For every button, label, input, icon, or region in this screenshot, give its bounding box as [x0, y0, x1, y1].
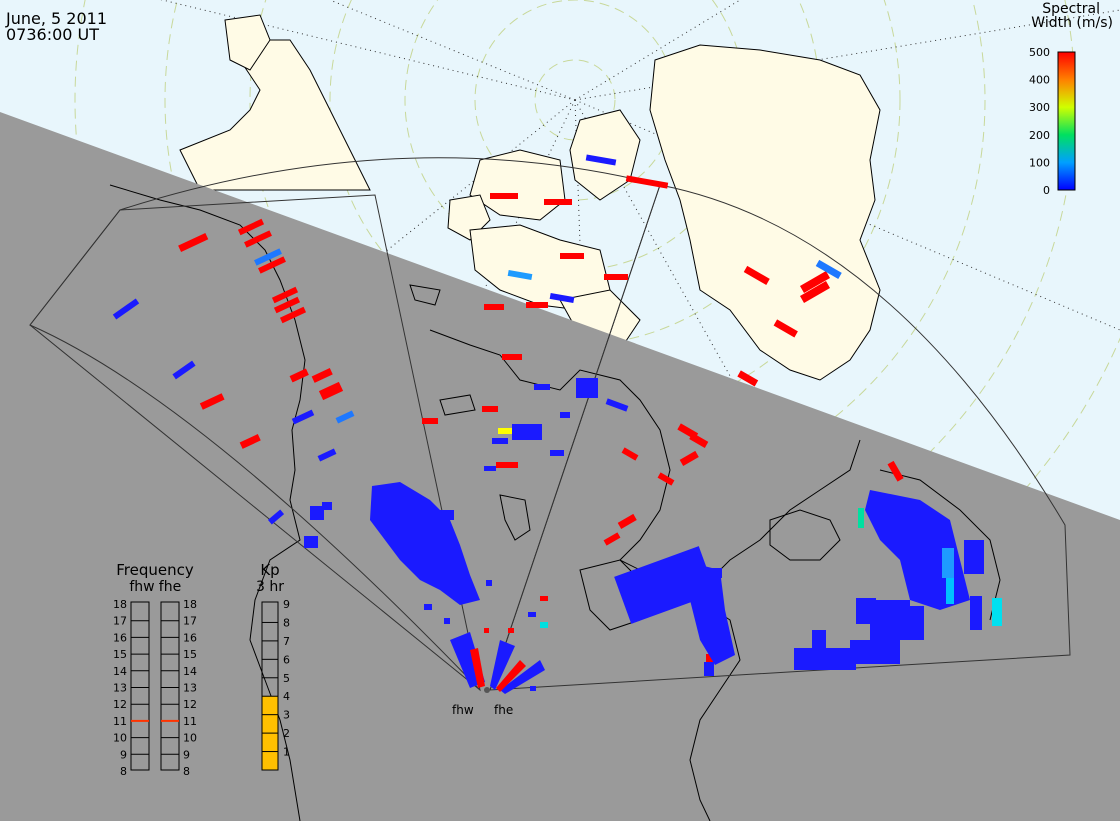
frequency-tick-label-right: 18: [183, 598, 197, 611]
frequency-tick-label-left: 10: [113, 732, 127, 745]
frequency-tick-label-right: 10: [183, 732, 197, 745]
frequency-tick-label-right: 17: [183, 615, 197, 628]
scatter-other: [254, 248, 1002, 628]
frequency-panel: Frequency fhw fhe 18 18 17 17 16 16 15 15 14 14 13…: [113, 561, 197, 778]
colorbar-tick-label: 200: [1029, 129, 1050, 142]
frequency-tick-label-left: 8: [120, 765, 127, 778]
frequency-marker-fhe: [161, 719, 179, 722]
scatter-blue: [112, 154, 984, 691]
frequency-tick-label-right: 13: [183, 682, 197, 695]
frequency-tick-label-right: 16: [183, 631, 197, 644]
kp-tick-label: 8: [283, 616, 290, 629]
radar-fov-outlines: [29, 157, 1071, 692]
frequency-tick-label-left: 12: [113, 698, 127, 711]
frequency-tick-label-right: 14: [183, 665, 197, 678]
radar-label-east: fhe: [494, 703, 513, 717]
frequency-tick-label-left: 13: [113, 682, 127, 695]
colorbar-title-2: Width (m/s): [1031, 15, 1113, 31]
colorbar-tick-label: 500: [1029, 46, 1050, 59]
frequency-tick-label-right: 8: [183, 765, 190, 778]
frequency-tick-label-left: 16: [113, 631, 127, 644]
kp-ticks: 9 8 7 6 5 4 3 2 1: [262, 598, 290, 759]
frequency-tick-label-left: 9: [120, 748, 127, 761]
kp-tick-label: 1: [283, 746, 290, 759]
frequency-sub-fhe: fhe: [159, 579, 181, 595]
radar-label-west: fhw: [452, 703, 474, 717]
date-label: June, 5 2011: [5, 9, 107, 28]
frequency-tick-label-left: 15: [113, 648, 127, 661]
kp-tick-label: 2: [283, 727, 290, 740]
kp-tick-label: 3: [283, 709, 290, 722]
frequency-box-fhw: [130, 601, 150, 771]
frequency-tick-label-left: 11: [113, 715, 127, 728]
frequency-tick-label-right: 12: [183, 698, 197, 711]
colorbar-tick-label: 0: [1043, 184, 1050, 197]
frequency-tick-label-left: 14: [113, 665, 127, 678]
kp-tick-label: 4: [283, 690, 290, 703]
frequency-tick-label-right: 15: [183, 648, 197, 661]
frequency-tick-label-right: 11: [183, 715, 197, 728]
frequency-sub-fhw: fhw: [129, 579, 154, 595]
time-label: 0736:00 UT: [6, 25, 99, 44]
frequency-tick-label-right: 9: [183, 748, 190, 761]
kp-box: [261, 601, 279, 771]
kp-panel: Kp 3 hr 9 8 7 6 5 4 3 2 1: [256, 561, 290, 771]
radar-site-marker: [484, 687, 490, 693]
colorbar-tick-label: 100: [1029, 156, 1050, 169]
frequency-tick-label-left: 18: [113, 598, 127, 611]
frequency-box-fhe: [160, 601, 180, 771]
radar-site-fan: [450, 632, 545, 694]
kp-sub: 3 hr: [256, 579, 284, 595]
kp-tick-label: 5: [283, 672, 290, 685]
colorbar-gradient: [1057, 51, 1076, 191]
frequency-ticks: 18 18 17 17 16 16 15 15 14 14 13 13 12 12 11 11 10 10 9 9 8 8: [113, 598, 197, 778]
kp-tick-label: 7: [283, 635, 290, 648]
frequency-title: Frequency: [116, 561, 194, 579]
scatter-red: [178, 175, 904, 668]
kp-tick-label: 6: [283, 653, 290, 666]
night-region: [0, 112, 1120, 821]
frequency-tick-label-left: 17: [113, 615, 127, 628]
spectral-width-colorbar: Spectral Width (m/s) 500 400 300 200 100 0: [1029, 1, 1113, 197]
colorbar-tick-label: 400: [1029, 74, 1050, 87]
kp-tick-label: 9: [283, 598, 290, 611]
colorbar-title-1: Spectral: [1042, 1, 1100, 17]
frequency-marker-fhw: [131, 719, 149, 722]
kp-title: Kp: [260, 561, 279, 579]
colorbar-ticks: 500 400 300 200 100 0: [1029, 46, 1050, 197]
colorbar-tick-label: 300: [1029, 101, 1050, 114]
